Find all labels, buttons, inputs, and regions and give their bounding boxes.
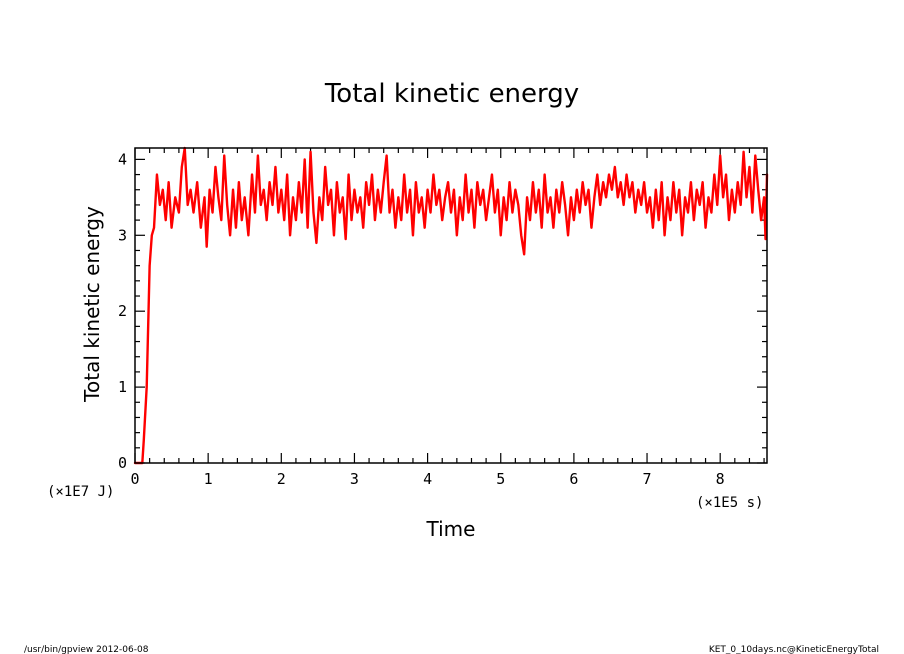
x-tick-label: 3 [350, 470, 359, 488]
y-tick-label: 2 [118, 302, 127, 320]
y-tick-label: 3 [118, 226, 127, 244]
x-tick-label: 2 [277, 470, 286, 488]
x-tick-label: 6 [569, 470, 578, 488]
x-tick-label: 0 [130, 470, 139, 488]
y-tick-label: 1 [118, 378, 127, 396]
tick-label-layer: 0 1 2 3 4 5 6 7 8 0 1 2 3 4 [118, 150, 725, 488]
x-tick-label: 4 [423, 470, 432, 488]
y-axis-label: Total kinetic energy [80, 206, 104, 403]
y-tick-label: 4 [118, 150, 127, 168]
footer-left: /usr/bin/gpview 2012-06-08 [24, 645, 149, 654]
x-scale-label: (×1E5 s) [696, 495, 763, 511]
x-tick-label: 7 [643, 470, 652, 488]
x-tick-label: 1 [204, 470, 213, 488]
y-tick-label: 0 [118, 454, 127, 472]
plot-frame [134, 147, 768, 464]
chart-title: Total kinetic energy [324, 79, 579, 109]
y-scale-label: (×1E7 J) [47, 484, 114, 500]
x-tick-label: 5 [496, 470, 505, 488]
series-line [133, 146, 769, 465]
x-tick-label: 8 [716, 470, 725, 488]
x-axis-label: Time [426, 517, 476, 541]
footer-right: KET_0_10days.nc@KineticEnergyTotal [709, 645, 879, 654]
